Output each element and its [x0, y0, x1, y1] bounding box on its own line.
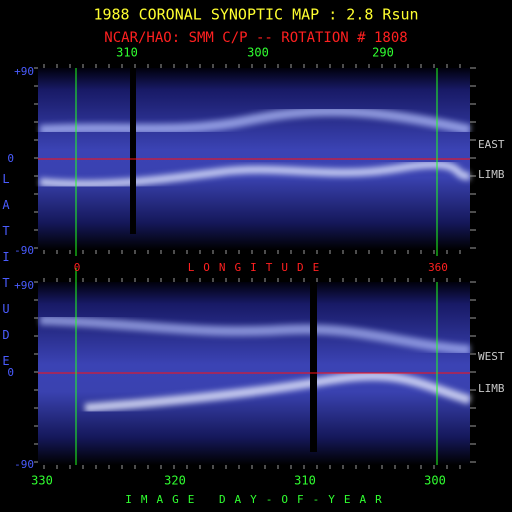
bright-band [39, 106, 472, 135]
longitude-label: 360 [428, 261, 448, 274]
side-label: LIMB [478, 382, 505, 395]
longitude-label: 0 [74, 261, 81, 274]
side-label: WEST [478, 350, 505, 363]
day-label: 300 [247, 46, 269, 60]
bright-band [84, 371, 472, 413]
latitude-title: LATITUDE [2, 172, 10, 368]
lat-label: 0 [7, 366, 14, 379]
day-label: 310 [294, 474, 316, 488]
lat-label: +90 [14, 65, 34, 78]
lat-label: +90 [14, 279, 34, 292]
day-label: 320 [164, 474, 186, 488]
longitude-title: LONGITUDE [188, 261, 329, 274]
day-label: 290 [372, 46, 394, 60]
side-label: LIMB [478, 168, 505, 181]
lat-label: -90 [14, 458, 34, 471]
day-label: 310 [116, 46, 138, 60]
bright-band [39, 160, 471, 189]
title: 1988 CORONAL SYNOPTIC MAP : 2.8 Rsun [93, 6, 418, 24]
day-label: 330 [31, 474, 53, 488]
side-label: EAST [478, 138, 505, 151]
data-gap [130, 68, 136, 234]
day-label: 300 [424, 474, 446, 488]
day-axis-title: IMAGE DAY-OF-YEAR [125, 493, 391, 506]
bright-band [39, 315, 471, 355]
lat-label: -90 [14, 244, 34, 257]
subtitle: NCAR/HAO: SMM C/P -- ROTATION # 1808 [104, 30, 407, 46]
data-gap [310, 282, 317, 452]
tick-marks [34, 64, 476, 469]
lat-label: 0 [7, 152, 14, 165]
